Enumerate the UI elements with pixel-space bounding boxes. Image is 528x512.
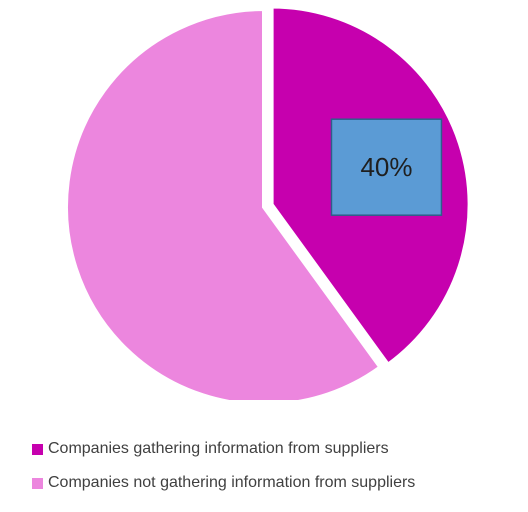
data-label-0: 40% — [360, 152, 412, 182]
legend-swatch-not-gathering — [32, 477, 43, 489]
data-label-box-0 — [330, 118, 443, 216]
legend-item-not-gathering: Companies not gathering information from… — [32, 472, 415, 494]
legend-label-gathering: Companies gathering information from sup… — [48, 440, 389, 457]
legend-item-gathering: Companies gathering information from sup… — [32, 438, 415, 460]
legend-label-not-gathering: Companies not gathering information from… — [48, 474, 416, 491]
pie-slice-1 — [64, 6, 384, 400]
legend: Companies gathering information from sup… — [32, 438, 415, 506]
legend-swatch-gathering — [32, 443, 43, 455]
pie-chart: 40% — [64, 6, 470, 400]
